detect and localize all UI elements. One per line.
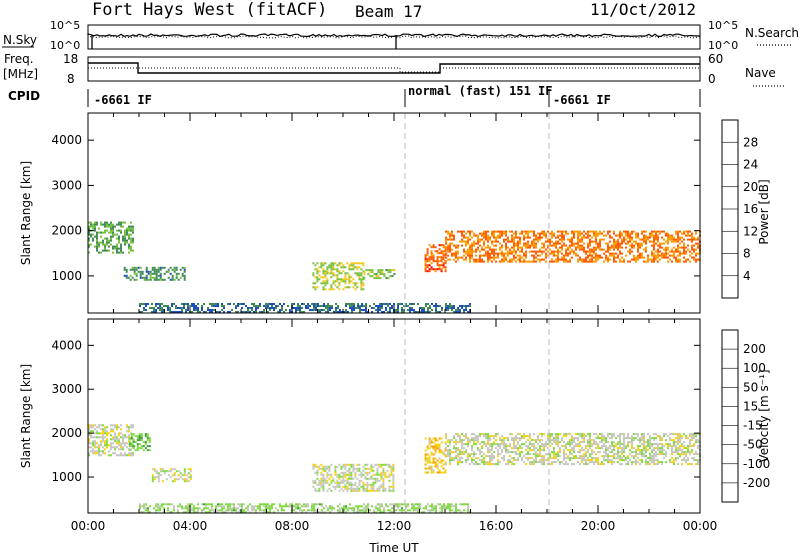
power-ylabel: Slant Range [km] [19, 161, 33, 265]
velocity-echo-region [139, 503, 471, 514]
time-tick-label: 00:00 [71, 519, 106, 533]
velocity-colorbar-tick: 15 [743, 399, 758, 413]
freq-trace [88, 62, 700, 74]
nave-tick-low: 0 [708, 72, 716, 86]
velocity-echo-region [424, 437, 447, 474]
nsky-trace [87, 33, 701, 38]
power-colorbar-label: Power [dB] [757, 179, 771, 244]
power-ytick-label: 2000 [51, 224, 82, 238]
date-label: 11/Oct/2012 [590, 0, 696, 19]
velocity-colorbar-tick: -50 [743, 438, 763, 452]
velocity-echo-region [312, 463, 395, 492]
freq-tick-low: 8 [67, 72, 75, 86]
nsearch-tick-low: 10^0 [708, 39, 738, 52]
power-echo-region [88, 221, 134, 254]
power-colorbar-tick: 12 [743, 224, 758, 238]
time-tick-label: 12:00 [377, 519, 412, 533]
nave-tick-high: 60 [708, 52, 723, 66]
nave-label: Nave [745, 66, 776, 80]
power-echo-region [424, 244, 447, 273]
velocity-colorbar: 200 100 50 15 -15 -50 -100 -200 Velocity [m s⁻¹… [721, 329, 771, 503]
nsky-tick-low: 10^0 [50, 39, 80, 52]
power-colorbar-tick: 20 [743, 180, 758, 194]
power-colorbar-tick: 4 [743, 269, 751, 283]
freq-panel: Freq. [MHz] 18 8 60 0 Nave [3, 52, 785, 87]
power-echo-region [123, 266, 186, 281]
velocity-colorbar-tick: -100 [743, 457, 770, 471]
freq-tick-high: 18 [63, 52, 78, 66]
velocity-echo-region [128, 433, 151, 452]
nsky-tick-high: 10^5 [50, 19, 80, 32]
power-colorbar-tick: 24 [743, 158, 758, 172]
power-ytick-label: 4000 [51, 133, 82, 147]
cpid-panel: CPID -6661 IF normal (fast) 151 IF -6661… [8, 84, 701, 107]
time-tick-label: 00:00 [683, 519, 718, 533]
nave-trace [88, 67, 700, 73]
power-echo-region [363, 269, 396, 280]
velocity-colorbar-tick: -200 [743, 476, 770, 490]
velocity-ytick-label: 2000 [51, 426, 82, 440]
velocity-ytick-label: 4000 [51, 338, 82, 352]
velocity-colorbar-tick: 200 [743, 342, 766, 356]
freq-unit: [MHz] [3, 67, 38, 81]
velocity-ylabel: Slant Range [km] [19, 364, 33, 468]
nsearch-label: N.Search [745, 26, 799, 40]
velocity-colorbar-label: Velocity [m s⁻¹] [757, 369, 771, 462]
time-tick-label: 20:00 [581, 519, 616, 533]
velocity-ytick-label: 1000 [51, 470, 82, 484]
time-tick-label: 16:00 [479, 519, 514, 533]
power-colorbar-tick: 8 [743, 247, 751, 261]
time-tick-label: 08:00 [275, 519, 310, 533]
cpid-segment-2: normal (fast) 151 IF [408, 84, 553, 98]
freq-label: Freq. [4, 52, 34, 66]
power-colorbar: 4 8 12 16 20 24 28 Power [dB] [721, 119, 771, 299]
beam-label: Beam 17 [355, 2, 422, 21]
site-title: Fort Hays West (fitACF) [92, 0, 327, 20]
velocity-echo-region [151, 468, 192, 483]
power-echo-region [445, 230, 701, 263]
time-axis-label: Time UT [368, 541, 419, 554]
nsearch-tick-high: 10^5 [708, 19, 738, 32]
power-echo-region [312, 262, 365, 291]
cpid-segment-1: -6661 IF [94, 93, 152, 107]
cpid-label: CPID [8, 89, 40, 103]
velocity-colorbar-tick: -15 [743, 419, 763, 433]
time-tick-label: 04:00 [173, 519, 208, 533]
velocity-colorbar-tick: 50 [743, 380, 758, 394]
power-ytick-label: 3000 [51, 178, 82, 192]
power-ytick-label: 1000 [51, 269, 82, 283]
power-colorbar-tick: 28 [743, 135, 758, 149]
power-panel: 1000 2000 3000 4000 Slant Range [km] [19, 112, 701, 314]
cpid-segment-3: -6661 IF [553, 93, 611, 107]
velocity-colorbar-tick: 100 [743, 361, 766, 375]
power-echoes [88, 221, 701, 313]
nsky-panel: N.Sky 10^5 10^0 10^5 10^0 N.Search [2, 19, 799, 52]
velocity-ytick-label: 3000 [51, 382, 82, 396]
power-colorbar-tick: 16 [743, 202, 758, 216]
velocity-panel: 1000 2000 3000 4000 00:00 04:00 08:00 12:00 16:… [19, 318, 718, 554]
nsky-label: N.Sky [3, 33, 37, 47]
